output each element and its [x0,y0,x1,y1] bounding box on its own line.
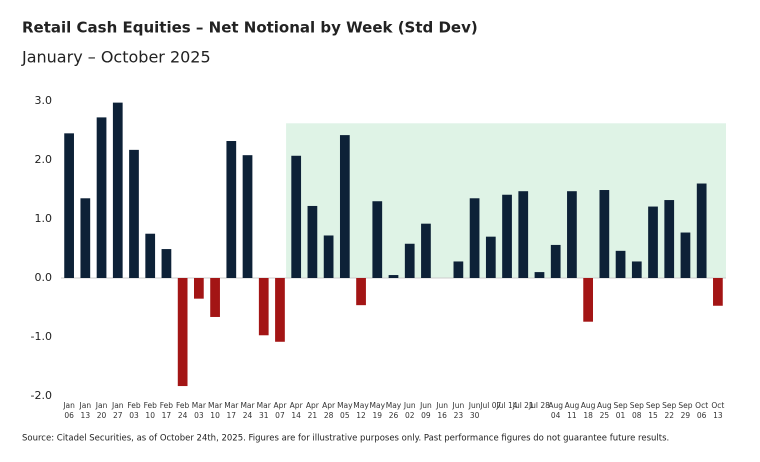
bar [80,198,91,278]
bar [129,149,139,278]
bar [404,243,415,278]
x-tick-label: Apr 14 [289,401,303,420]
bar [680,232,691,278]
x-tick-label: Feb 17 [159,401,174,420]
bar [599,190,610,278]
x-tick-label: Apr 07 [273,401,287,420]
x-tick-label: Oct 13 [711,401,725,420]
bar [226,141,237,278]
chart-subtitle: January – October 2025 [21,48,211,67]
x-tick-label: Mar 03 [191,401,206,420]
bar [615,250,626,278]
x-tick-label: May 12 [353,401,369,420]
x-tick-label: Jan 27 [111,401,124,420]
x-tick-label: Sep 08 [629,401,644,420]
x-tick-label: Jun 30 [468,401,481,420]
x-tick-label: Jul 14 [496,401,518,410]
bar [339,135,350,278]
bar [518,191,529,278]
x-tick-label: Apr 21 [305,401,319,420]
x-tick-label: Mar 24 [240,401,255,420]
bar [64,133,74,278]
x-tick-label: Aug 11 [564,401,580,420]
bar [194,278,204,299]
bar [631,261,642,278]
bar [664,200,675,278]
bar [421,223,431,278]
bar [696,183,707,278]
bar [323,235,334,278]
bar [713,278,723,306]
bar [161,249,172,278]
bar [388,275,399,278]
bar [453,261,464,278]
x-tick-label: Aug 18 [580,401,596,420]
x-tick-label: Apr 28 [322,401,336,420]
bar [291,155,302,278]
bar [372,201,383,278]
y-tick-label: 1.0 [35,212,53,225]
x-tick-label: Jun 02 [403,401,416,420]
x-tick-label: May 05 [337,401,353,420]
x-tick-label: Jun 09 [420,401,432,420]
bar [648,206,658,278]
x-tick-label: Jun 16 [436,401,449,420]
x-tick-label: Jul 28 [528,401,550,410]
bar [567,191,577,278]
bar [583,278,593,322]
bar [242,155,253,278]
bar [502,194,512,278]
x-tick-label: Sep 29 [678,401,693,420]
y-tick-label: 0.0 [35,271,53,284]
x-tick-label: Mar 17 [224,401,239,420]
x-tick-label: Sep 22 [662,401,677,420]
x-tick-label: Mar 10 [208,401,223,420]
y-tick-label: -2.0 [31,389,52,402]
x-tick-label: Jun 23 [452,401,465,420]
bar [485,236,496,278]
bar [96,117,107,278]
x-tick-label: Sep 01 [613,401,628,420]
y-tick-label: 2.0 [35,153,53,166]
bar [145,233,156,278]
x-tick-label: Jul 07 [480,401,502,410]
bar [210,278,220,317]
y-tick-label: 3.0 [35,94,53,107]
x-tick-label: Jan 13 [79,401,92,420]
y-tick-label: -1.0 [31,330,52,343]
bar [112,102,123,278]
x-tick-label: Feb 10 [143,401,157,420]
bar [275,278,285,342]
bar [550,244,561,278]
x-tick-label: Jan 20 [95,401,108,420]
x-tick-label: Jan 06 [63,401,75,420]
x-tick-label: Feb 03 [127,401,141,420]
x-tick-label: Aug 04 [548,401,564,420]
x-tick-label: Feb 24 [176,401,190,420]
source-note: Source: Citadel Securities, as of Octobe… [22,434,669,444]
chart-title: Retail Cash Equities – Net Notional by W… [22,19,478,37]
bar [258,278,269,336]
x-tick-label: Mar 31 [256,401,271,420]
x-tick-label: Aug 25 [597,401,612,420]
bar [534,272,545,278]
bar [307,205,318,278]
x-tick-label: Sep 15 [645,401,661,420]
bar [356,278,366,306]
x-tick-label: Oct 06 [695,401,709,420]
x-tick-label: Jul 21 [512,401,534,410]
x-tick-label: May 19 [369,401,386,420]
bar [469,198,480,278]
x-tick-label: May 26 [385,401,402,420]
bar [177,278,188,387]
